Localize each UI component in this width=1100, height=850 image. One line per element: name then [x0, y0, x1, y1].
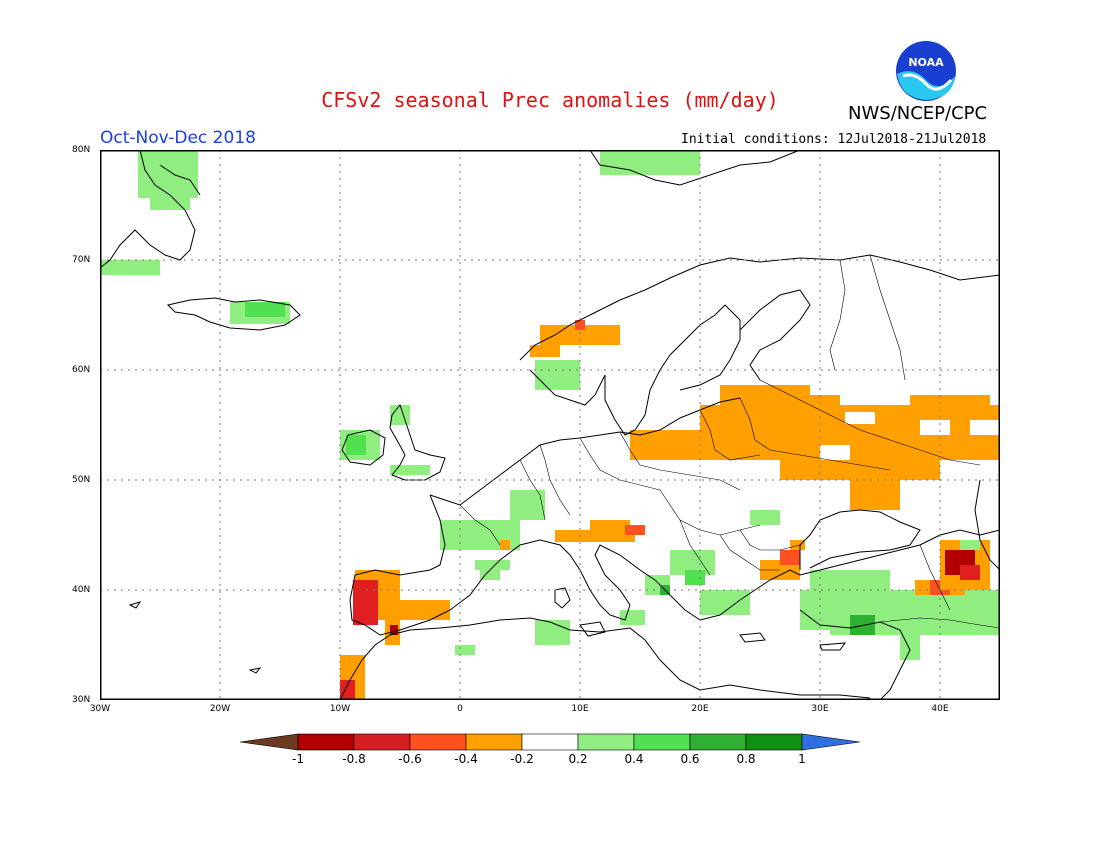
anomaly-map — [100, 150, 1000, 700]
lat-label-40n: 40N — [72, 585, 91, 595]
lon-label-30w: 30W — [89, 704, 111, 714]
colorbar-tick-label: 1 — [798, 752, 806, 766]
lon-label-30e: 30E — [811, 704, 829, 714]
colorbar-segment — [297, 733, 355, 751]
colorbar-tick-label: -0.8 — [342, 752, 366, 766]
lon-label-10e: 10E — [571, 704, 589, 714]
lon-label-0: 0 — [457, 704, 463, 714]
colorbar-segment — [521, 733, 579, 751]
colorbar-segment — [465, 733, 523, 751]
color-bar — [240, 733, 860, 751]
lat-label-60n: 60N — [72, 365, 91, 375]
colorbar-tick-label: 0.8 — [736, 752, 756, 766]
colorbar-tick-label: 0.6 — [680, 752, 700, 766]
colorbar-segment — [353, 733, 411, 751]
graticule — [100, 150, 1000, 700]
lat-label-50n: 50N — [72, 475, 91, 485]
map-frame — [100, 150, 1000, 700]
lon-label-10w: 10W — [329, 704, 351, 714]
country-borders — [459, 254, 1000, 629]
colorbar-tick-label: -1 — [292, 752, 304, 766]
colorbar-arrow-high — [801, 733, 860, 751]
agency-label: NWS/NCEP/CPC — [848, 103, 988, 124]
colorbar-tick-label: 0.2 — [568, 752, 588, 766]
lon-label-20w: 20W — [209, 704, 231, 714]
colorbar-segment — [577, 733, 635, 751]
colorbar-tick-label: 0.4 — [624, 752, 644, 766]
lon-label-20e: 20E — [691, 704, 709, 714]
colorbar-tick-label: -0.2 — [510, 752, 534, 766]
season-label: Oct-Nov-Dec 2018 — [100, 128, 256, 148]
lat-label-30n: 30N — [72, 695, 91, 705]
colorbar-tick-label: -0.4 — [454, 752, 478, 766]
initial-conditions-label: Initial conditions: 12Jul2018-21Jul2018 — [681, 132, 987, 147]
lat-label-80n: 80N — [72, 145, 91, 155]
colorbar-segment — [745, 733, 803, 751]
lon-label-40e: 40E — [931, 704, 949, 714]
map-title: CFSv2 seasonal Prec anomalies (mm/day) — [321, 88, 779, 112]
colorbar-segment — [633, 733, 691, 751]
lat-label-70n: 70N — [72, 255, 91, 265]
colorbar-segment — [689, 733, 747, 751]
noaa-logo-text: NOAA — [908, 56, 944, 69]
colorbar-arrow-low — [240, 733, 299, 751]
colorbar-segment — [409, 733, 467, 751]
noaa-logo: NOAA — [895, 40, 957, 102]
colorbar-tick-label: -0.6 — [398, 752, 422, 766]
